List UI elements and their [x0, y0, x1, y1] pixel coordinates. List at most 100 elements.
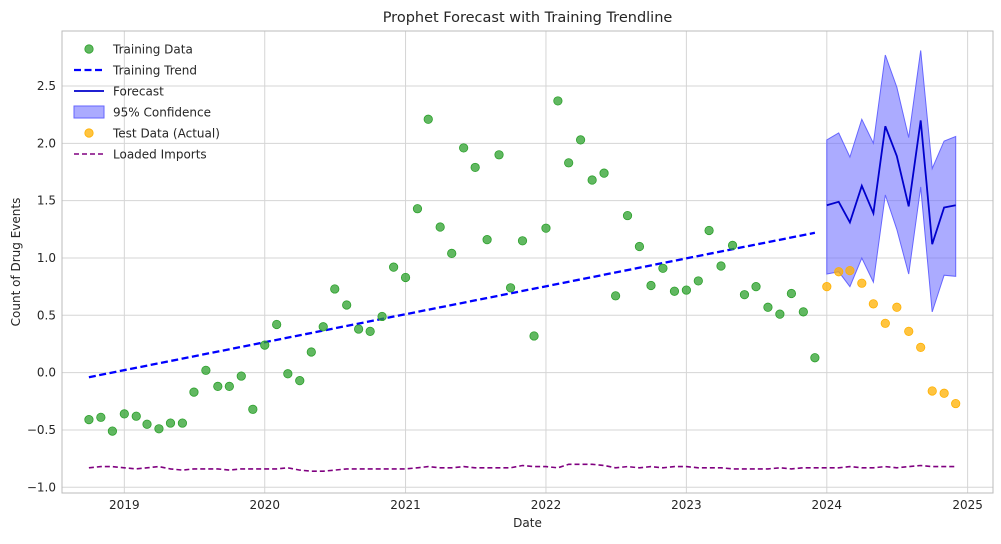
training-point-5 — [142, 419, 152, 429]
plot-frame — [61, 30, 994, 494]
training-point-8 — [177, 418, 188, 428]
test-point-1 — [834, 267, 844, 277]
training-point-15 — [260, 340, 270, 350]
training-point-10 — [201, 365, 211, 375]
training-point-12 — [224, 381, 234, 391]
imports-line — [88, 463, 956, 472]
training-point-1 — [96, 412, 106, 422]
test-point-6 — [892, 302, 902, 312]
training-point-14 — [248, 404, 258, 414]
training-point-33 — [470, 162, 480, 173]
training-point-20 — [318, 322, 328, 332]
training-point-50 — [669, 286, 680, 296]
legend-label-confidence: 95% Confidence — [113, 106, 211, 120]
training-point-9 — [189, 387, 199, 397]
training-trend-line — [88, 231, 816, 379]
forecast-line — [826, 120, 956, 245]
training-point-4 — [131, 411, 141, 421]
training-point-54 — [716, 261, 726, 271]
x-tick-label-2022: 2022 — [531, 498, 562, 512]
training-point-48 — [646, 280, 656, 291]
test-point-3 — [857, 278, 867, 288]
training-point-6 — [154, 424, 164, 434]
x-axis-label: Date — [513, 516, 542, 530]
legend-marker-test — [84, 128, 94, 138]
test-point-7 — [904, 326, 914, 336]
training-point-35 — [494, 150, 504, 160]
training-point-19 — [306, 347, 316, 357]
legend-label-trend: Training Trend — [112, 64, 197, 78]
training-point-47 — [634, 241, 645, 252]
training-point-26 — [389, 262, 399, 272]
test-point-11 — [951, 398, 961, 409]
chart-title: Prophet Forecast with Training Trendline — [383, 10, 673, 26]
legend-marker-confidence — [73, 105, 105, 119]
test-point-4 — [868, 299, 878, 309]
training-point-42 — [575, 135, 586, 145]
confidence-band — [826, 50, 957, 313]
training-point-0 — [84, 415, 94, 425]
training-point-57 — [751, 282, 761, 292]
x-tick-label-2019: 2019 — [109, 498, 140, 512]
y-tick-label-5: 1.5 — [37, 194, 56, 208]
training-point-13 — [236, 371, 246, 381]
training-point-18 — [295, 376, 305, 386]
training-point-39 — [541, 223, 551, 233]
training-point-24 — [365, 326, 375, 336]
training-point-34 — [482, 235, 492, 245]
training-point-16 — [272, 319, 282, 330]
training-point-56 — [739, 290, 750, 300]
training-point-44 — [599, 168, 609, 178]
training-point-21 — [330, 284, 340, 294]
training-point-32 — [459, 143, 469, 153]
y-tick-label-6: 2.0 — [37, 136, 56, 150]
grid-lines — [62, 31, 993, 493]
training-point-23 — [354, 324, 364, 334]
legend-label-imports: Loaded Imports — [113, 148, 207, 162]
training-point-2 — [107, 426, 117, 436]
y-tick-label-0: −1.0 — [27, 480, 56, 494]
training-point-45 — [610, 291, 621, 301]
legend-label-test: Test Data (Actual) — [112, 127, 220, 141]
training-point-22 — [342, 300, 352, 310]
line-layer — [88, 120, 956, 472]
training-point-49 — [658, 263, 668, 273]
test-point-9 — [927, 386, 937, 396]
confidence-band-layer — [826, 50, 957, 313]
x-tick-label-2024: 2024 — [812, 498, 843, 512]
training-point-40 — [553, 96, 563, 106]
legend-label-forecast: Forecast — [113, 85, 164, 99]
y-axis-label: Count of Drug Events — [9, 198, 23, 327]
legend-item-training: Training Data — [84, 43, 193, 57]
legend: Training Data Training Trend Forecast 95% C… — [73, 43, 220, 162]
training-point-31 — [447, 248, 457, 259]
training-point-7 — [165, 418, 176, 428]
y-tick-label-4: 1.0 — [37, 251, 56, 265]
training-point-17 — [283, 369, 293, 379]
legend-item-test: Test Data (Actual) — [84, 127, 220, 141]
training-point-51 — [681, 285, 691, 295]
training-point-41 — [564, 158, 574, 168]
y-tick-label-3: 0.5 — [37, 308, 56, 322]
training-point-62 — [810, 353, 820, 363]
legend-item-trend: Training Trend — [74, 64, 197, 78]
training-point-52 — [693, 276, 703, 286]
point-layer — [84, 96, 961, 436]
training-point-37 — [517, 236, 528, 246]
training-point-36 — [505, 283, 516, 293]
tick-labels: 2019 2020 2021 2022 2023 2024 2025 −1.0 −0.5 0.0 0… — [27, 79, 983, 512]
training-point-29 — [423, 114, 433, 124]
test-point-8 — [916, 342, 926, 353]
y-tick-label-1: −0.5 — [27, 423, 56, 437]
training-point-28 — [412, 204, 423, 214]
legend-item-confidence: 95% Confidence — [73, 105, 211, 120]
test-point-0 — [822, 282, 832, 292]
training-point-25 — [377, 311, 387, 322]
test-point-10 — [939, 388, 949, 398]
training-point-3 — [119, 409, 129, 419]
test-point-5 — [880, 318, 890, 328]
y-tick-label-2: 0.0 — [37, 366, 56, 380]
training-point-30 — [435, 222, 445, 232]
